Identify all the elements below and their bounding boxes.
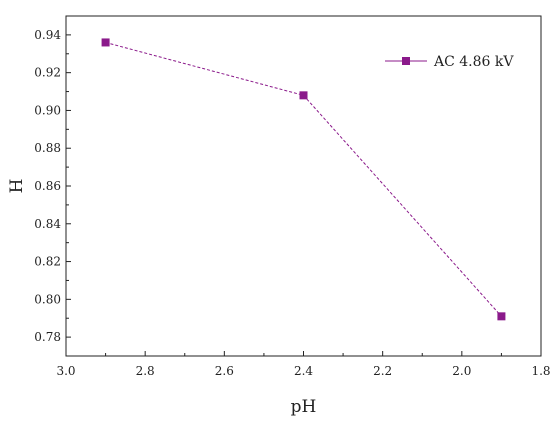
y-tick-label: 0.94 bbox=[34, 28, 61, 42]
legend: AC 4.86 kV bbox=[385, 54, 514, 70]
legend-label: AC 4.86 kV bbox=[433, 54, 514, 70]
legend-marker bbox=[402, 57, 410, 65]
x-axis-ticks: 3.0 2.8 2.6 2.4 2.2 2.0 1.8 bbox=[56, 351, 550, 378]
series-layer bbox=[101, 38, 506, 321]
y-tick-label: 0.92 bbox=[34, 66, 61, 80]
data-point-marker bbox=[497, 312, 506, 321]
x-tick-label: 2.2 bbox=[373, 364, 392, 378]
x-tick-label: 2.4 bbox=[294, 364, 313, 378]
x-tick-label: 3.0 bbox=[56, 364, 75, 378]
x-tick-label: 2.6 bbox=[215, 364, 234, 378]
series-line-segment bbox=[303, 94, 502, 317]
y-tick-label: 0.90 bbox=[34, 103, 61, 117]
y-tick-label: 0.84 bbox=[34, 217, 61, 231]
y-tick-label: 0.86 bbox=[34, 179, 61, 193]
y-tick-label: 0.88 bbox=[34, 141, 61, 155]
y-axis-title: H bbox=[7, 179, 27, 194]
x-tick-label: 2.0 bbox=[452, 364, 471, 378]
y-tick-label: 0.82 bbox=[34, 255, 61, 269]
data-point-marker bbox=[299, 91, 308, 100]
x-axis-title: pH bbox=[291, 397, 317, 417]
data-point-marker bbox=[101, 38, 110, 47]
series-line-segment bbox=[105, 41, 304, 96]
y-axis-ticks: 0.78 0.80 0.82 0.84 0.86 0.88 0.90 0.92 0.94 bbox=[34, 15, 71, 357]
y-tick-label: 0.78 bbox=[34, 330, 61, 344]
x-tick-label: 2.8 bbox=[136, 364, 155, 378]
x-tick-label: 1.8 bbox=[531, 364, 550, 378]
y-tick-label: 0.80 bbox=[34, 292, 61, 306]
